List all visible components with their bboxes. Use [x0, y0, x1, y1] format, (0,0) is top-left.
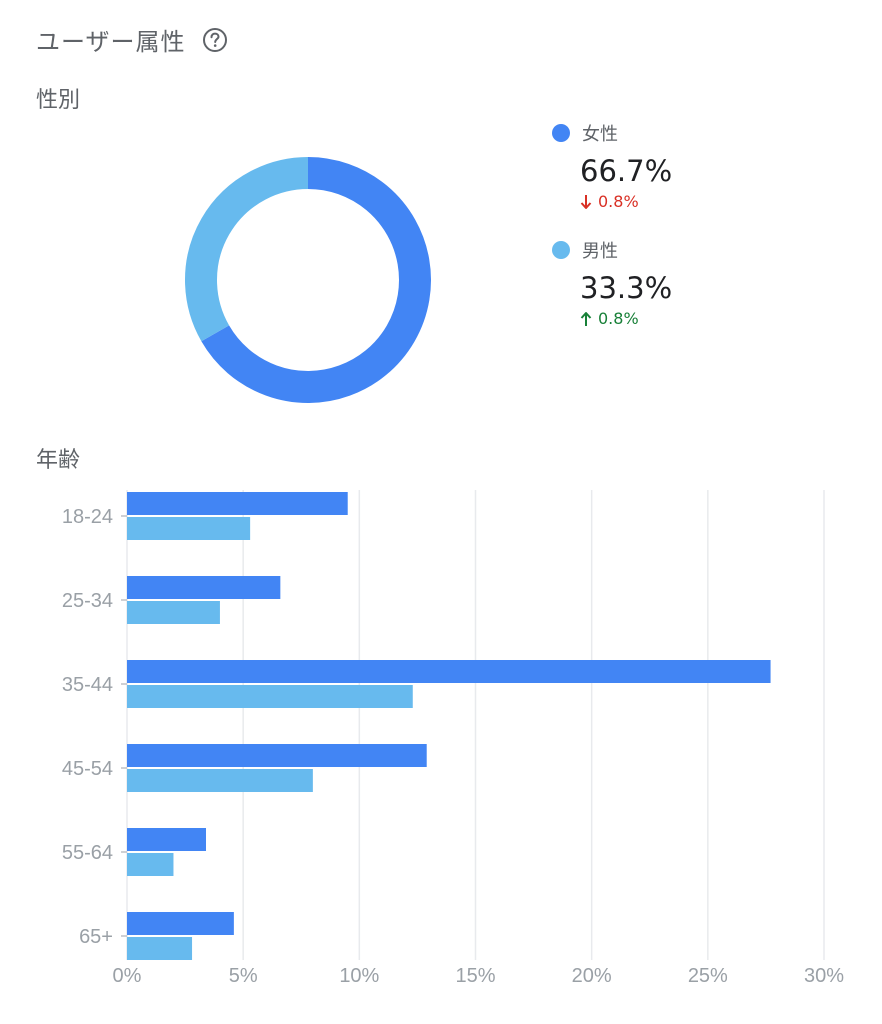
y-tick-label: 35-44 — [62, 674, 113, 696]
legend-change-male: 0.8% — [580, 309, 672, 328]
bar-male — [127, 517, 251, 540]
x-tick-label: 15% — [455, 965, 495, 987]
legend-change-female: 0.8% — [580, 192, 672, 211]
bar-male — [127, 769, 313, 792]
age-bar-chart: 0% 5% 10% 15% 20% 25% 30% 18-24 25-34 35-44 45-54 5… — [62, 490, 844, 987]
x-tick-label: 10% — [339, 965, 379, 987]
arrow-up-icon — [580, 311, 592, 326]
legend-value-male: 33.3% — [580, 271, 673, 305]
bar-female — [127, 828, 206, 851]
bar-female — [127, 912, 234, 935]
donut-slice-female — [201, 157, 431, 403]
x-tick-label: 20% — [572, 965, 612, 987]
x-tick-label: 30% — [804, 965, 844, 987]
legend-name-female: 女性 — [582, 124, 618, 145]
age-label: 年齢 — [36, 448, 81, 473]
legend-dot-male — [552, 241, 570, 259]
section-title: ユーザー属性 — [36, 28, 186, 56]
y-tick-label: 55-64 — [62, 842, 113, 864]
x-tick-label: 25% — [688, 965, 728, 987]
y-tick-label: 45-54 — [62, 758, 113, 780]
bar-male — [127, 685, 413, 708]
bar-female — [127, 744, 427, 767]
x-tick-label: 5% — [229, 965, 258, 987]
bar-female — [127, 660, 771, 683]
bar-female — [127, 576, 281, 599]
gender-label: 性別 — [36, 88, 81, 113]
bar-male — [127, 937, 193, 960]
y-tick-label: 18-24 — [62, 506, 113, 528]
donut-slice-male — [185, 157, 309, 342]
y-tick-label: 65+ — [79, 926, 113, 948]
bar-male — [127, 601, 220, 624]
x-tick-label: 0% — [113, 965, 142, 987]
y-tick-label: 25-34 — [62, 590, 113, 612]
gender-donut-chart — [185, 157, 431, 403]
legend-value-female: 66.7% — [580, 154, 673, 188]
help-circle-icon[interactable] — [202, 27, 228, 53]
legend-dot-female — [552, 124, 570, 142]
legend-change-value-male: 0.8% — [598, 309, 639, 328]
legend-item-male: 男性 33.3% 0.8% — [552, 237, 672, 328]
legend-change-value-female: 0.8% — [598, 192, 639, 211]
legend-name-male: 男性 — [582, 241, 618, 262]
legend-item-female: 女性 66.7% 0.8% — [552, 120, 672, 211]
card-header: ユーザー属性 — [36, 22, 228, 57]
bar-female — [127, 492, 348, 515]
bar-male — [127, 853, 174, 876]
arrow-down-icon — [580, 194, 592, 209]
